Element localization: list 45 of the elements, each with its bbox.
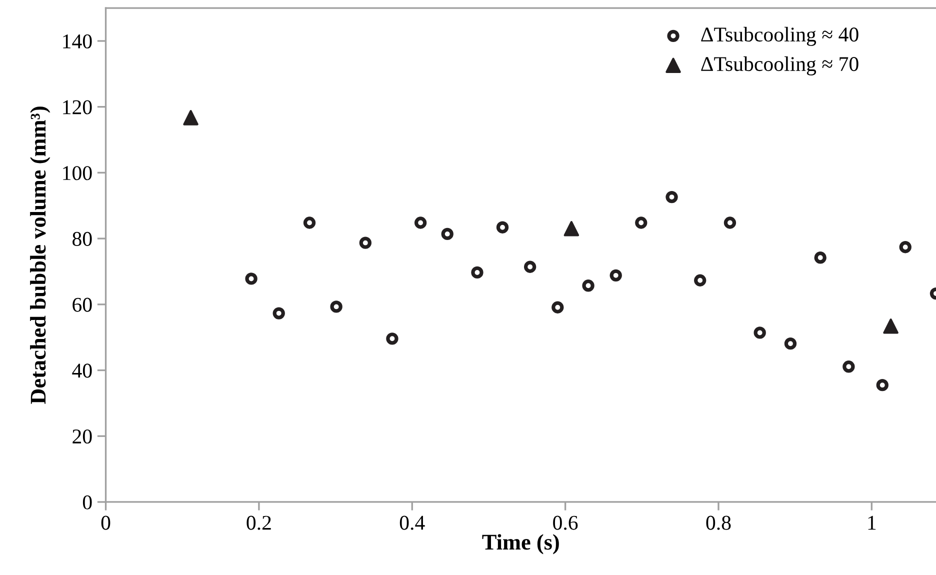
point (496, 221, 509, 234)
x-tick-label: 0.4 (400, 516, 425, 530)
point (635, 216, 648, 229)
legend-label: ΔTsubcooling ≈ 70 (701, 56, 858, 76)
point (245, 272, 258, 285)
point (784, 338, 797, 350)
point (666, 190, 678, 204)
point (694, 274, 706, 286)
y-tick-label: 40 (72, 364, 92, 378)
point (272, 307, 285, 320)
point (754, 326, 766, 339)
y-tick-label: 20 (72, 429, 92, 444)
point (899, 241, 912, 254)
x-tick-label: 1 (868, 516, 876, 530)
y-tick-label: 60 (72, 298, 92, 312)
x-axis-title: Time (s) (482, 534, 559, 554)
y-tick-label: 80 (72, 232, 92, 246)
x-tick-label: 0.2 (246, 516, 271, 530)
point (441, 228, 454, 240)
y-axis-title: Detached bubble volume (mm³) (30, 106, 50, 404)
point (552, 301, 564, 314)
point (842, 360, 855, 373)
x-tick-label: 0.8 (706, 516, 731, 530)
y-tick-label: 100 (63, 166, 92, 180)
point (414, 216, 427, 229)
point (183, 110, 198, 126)
point (724, 216, 736, 229)
x-tick-label: 0.6 (553, 516, 578, 530)
point (883, 318, 898, 334)
point (359, 236, 372, 249)
point (524, 260, 536, 273)
point (814, 252, 826, 264)
point (303, 216, 316, 229)
point (876, 378, 888, 392)
point (582, 280, 594, 292)
point (610, 269, 622, 282)
y-tick-label: 140 (63, 34, 92, 48)
point (564, 221, 580, 236)
y-tick-label: 120 (63, 100, 92, 114)
point (330, 300, 342, 313)
point (471, 266, 484, 279)
y-tick-label: 0 (82, 495, 92, 510)
x-tick-label: 0 (101, 516, 110, 530)
point (386, 332, 398, 345)
legend-label: ΔTsubcooling ≈ 40 (701, 26, 858, 46)
